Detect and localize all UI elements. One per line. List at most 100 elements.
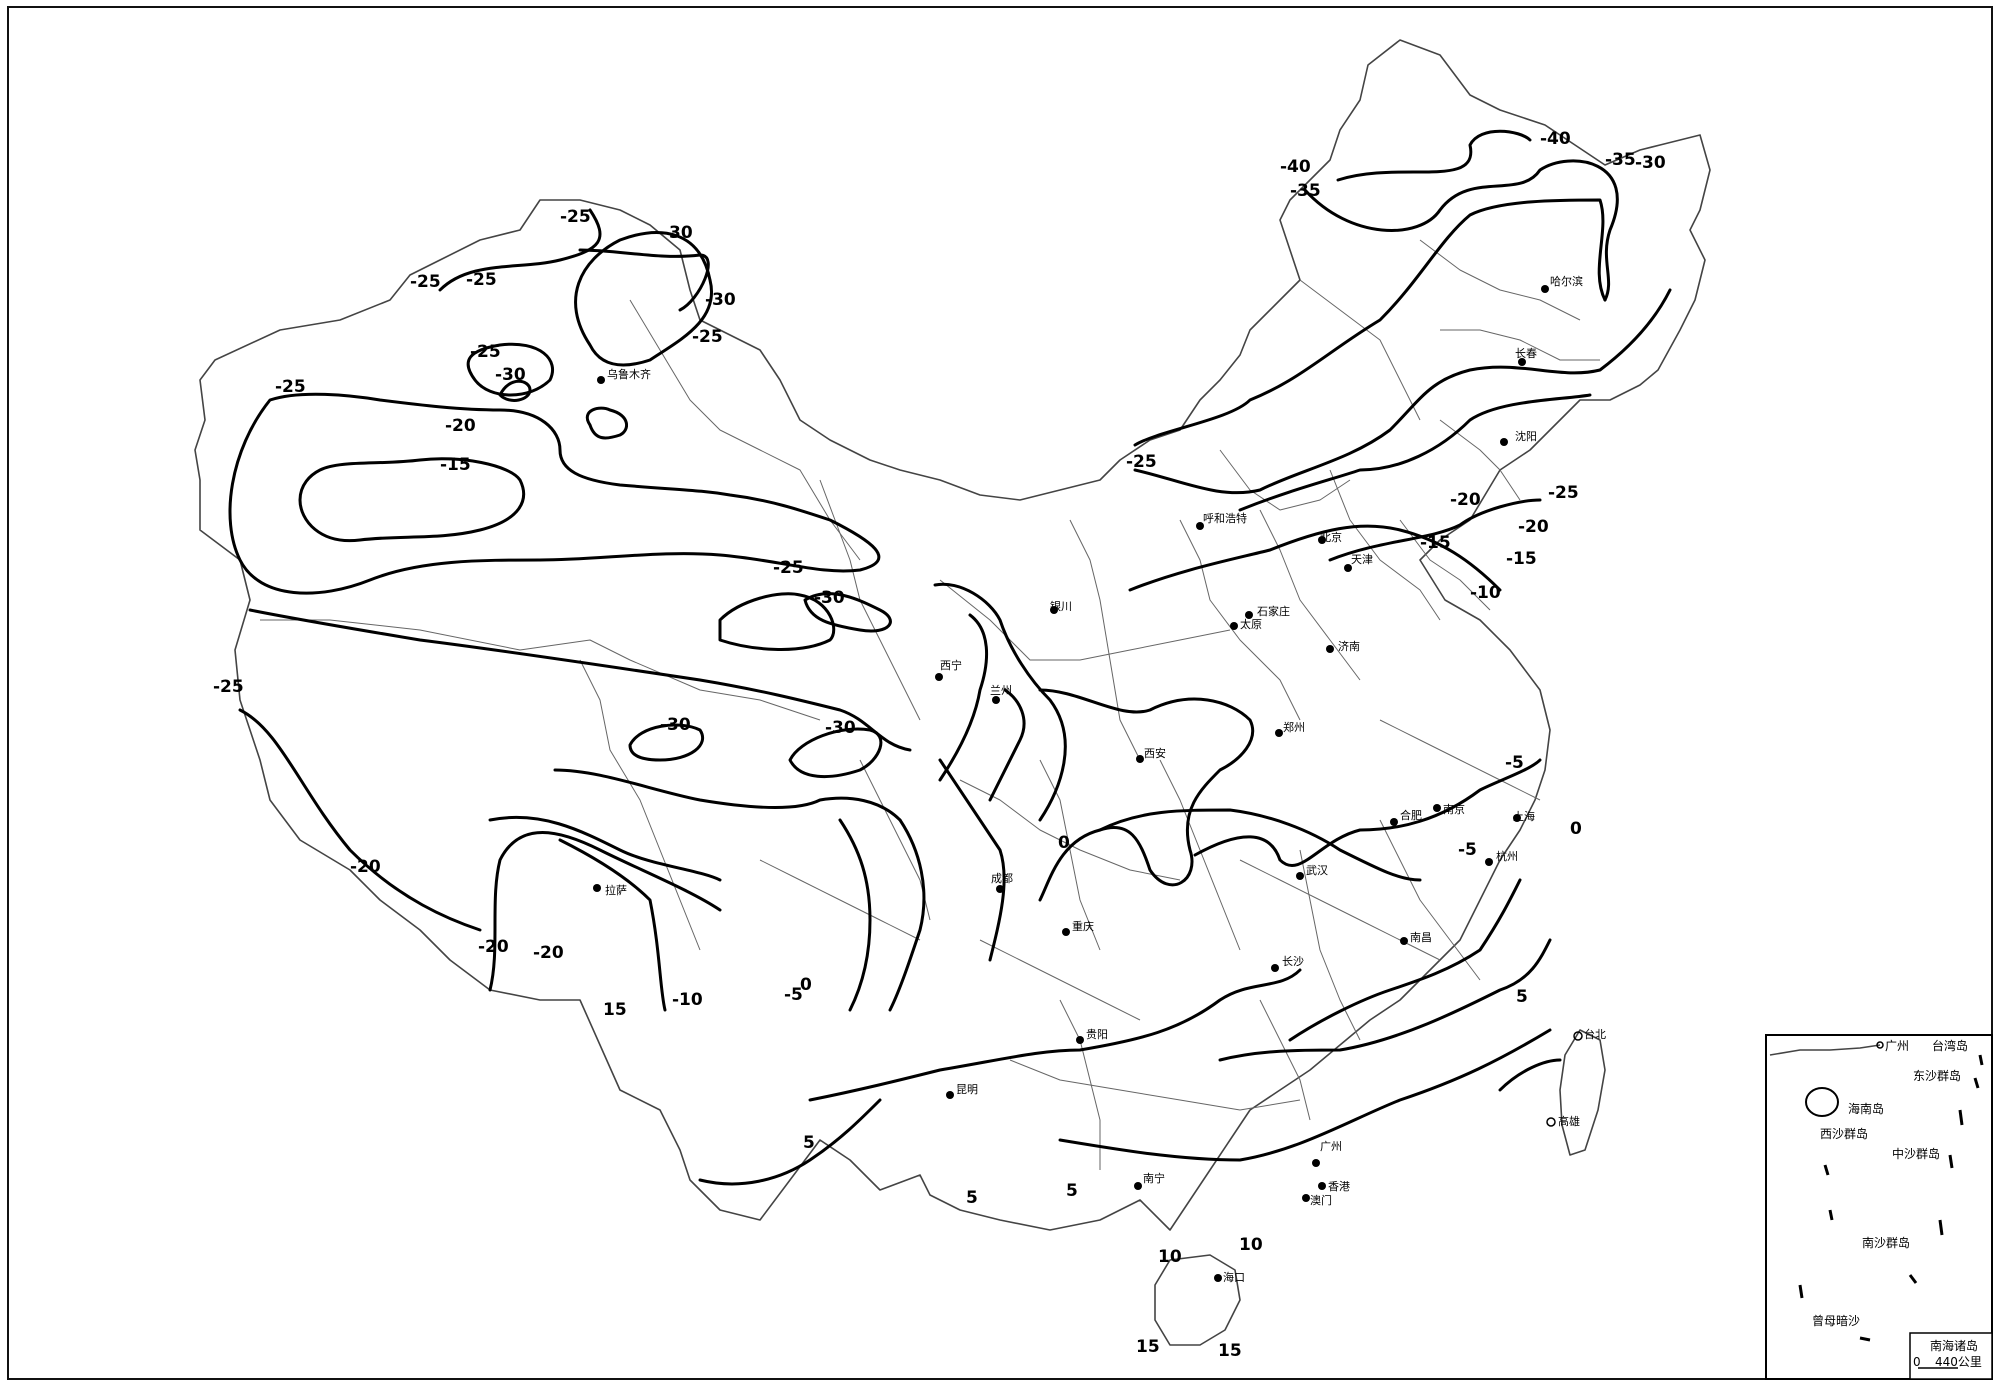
city-shijiazhuang: 石家庄: [1245, 604, 1290, 619]
svg-text:北京: 北京: [1320, 530, 1342, 544]
svg-text:成都: 成都: [991, 872, 1013, 885]
isotherm-label: 0: [800, 975, 812, 995]
city-xian: 西安: [1136, 746, 1166, 763]
svg-text:长沙: 长沙: [1282, 955, 1304, 968]
city-guiyang: 贵阳: [1076, 1028, 1108, 1044]
isotherm-label: -40: [1280, 157, 1311, 177]
isotherm-label: 0: [1570, 819, 1582, 839]
city-yinchuan: 银川: [1050, 599, 1072, 614]
svg-text:重庆: 重庆: [1072, 919, 1094, 933]
city-nanjing: 南京: [1433, 802, 1465, 816]
svg-text:太原: 太原: [1240, 618, 1262, 631]
isotherm-label: -25: [692, 327, 723, 347]
isotherm-label: -15: [1506, 549, 1537, 569]
province-boundaries: [260, 239, 1600, 1170]
isotherm-label: -35: [1290, 181, 1321, 201]
isotherm-label: 15: [1136, 1337, 1160, 1357]
isotherm-label: 0: [1058, 833, 1070, 853]
city-shenyang: 沈阳: [1500, 429, 1537, 446]
svg-text:澳门: 澳门: [1310, 1193, 1332, 1207]
city-zhengzhou: 郑州: [1275, 720, 1305, 737]
city-chongqing: 重庆: [1062, 919, 1094, 936]
isotherm-label: -30: [495, 365, 526, 385]
svg-text:石家庄: 石家庄: [1257, 604, 1290, 618]
isotherm-label: -10: [672, 990, 703, 1010]
inset-hainan-island: [1805, 1087, 1839, 1117]
isotherm-label: 5: [966, 1188, 978, 1208]
isotherm-lines: [228, 129, 1672, 1186]
isotherm-label: -25: [466, 270, 497, 290]
city-hefei: 合肥: [1390, 808, 1422, 826]
svg-text:天津: 天津: [1351, 553, 1373, 566]
svg-text:广州: 广州: [1320, 1140, 1342, 1153]
city-jinan: 济南: [1326, 639, 1360, 653]
city-urumqi: 乌鲁木齐: [597, 367, 651, 384]
svg-text:西宁: 西宁: [940, 658, 962, 672]
svg-text:合肥: 合肥: [1400, 808, 1422, 822]
isotherm-label: -20: [1450, 490, 1481, 510]
svg-text:贵阳: 贵阳: [1086, 1028, 1108, 1041]
svg-text:济南: 济南: [1338, 639, 1360, 653]
isotherm-label: -15: [440, 455, 471, 475]
svg-text:西安: 西安: [1144, 746, 1166, 760]
isotherm-label: 15: [603, 1000, 627, 1020]
svg-text:长春: 长春: [1515, 347, 1537, 360]
city-gaoxiong: 高雄: [1546, 1114, 1580, 1128]
isotherm-label: -25: [213, 677, 244, 697]
isotherm-label: -20: [445, 416, 476, 436]
svg-text:昆明: 昆明: [956, 1083, 978, 1096]
city-lhasa: 拉萨: [593, 883, 627, 897]
city-xining: 西宁: [935, 658, 962, 681]
inset-dash-lines: [1798, 1054, 1984, 1342]
city-nanchang: 南昌: [1400, 931, 1432, 945]
svg-text:高雄: 高雄: [1558, 1114, 1580, 1128]
isotherm-label: -30: [662, 223, 693, 243]
isotherm-label: 10: [1239, 1235, 1263, 1255]
city-haikou: 海口: [1214, 1270, 1245, 1284]
svg-text:上海: 上海: [1513, 809, 1535, 823]
map-frame: [7, 6, 1993, 1380]
taiwan-outline: [1559, 1029, 1606, 1156]
svg-text:武汉: 武汉: [1306, 864, 1328, 877]
city-kunming: 昆明: [946, 1083, 978, 1099]
svg-text:海口: 海口: [1223, 1270, 1245, 1284]
south-china-sea-inset: 广州 台湾岛 东沙群岛 海南岛 西沙群岛 中沙群岛 南沙群岛 曾母暗沙 南海诸岛…: [1765, 1034, 1993, 1380]
scale-end: 440公里: [1935, 1355, 1982, 1369]
svg-text:南昌: 南昌: [1410, 931, 1432, 944]
isotherm-label: -5: [784, 985, 803, 1005]
isotherm-label: -5: [1505, 753, 1524, 773]
isotherm-label: -30: [814, 588, 845, 608]
isotherm-label: -25: [275, 377, 306, 397]
isotherm-label: -20: [478, 937, 509, 957]
isotherm-label: -25: [470, 342, 501, 362]
scale-start: 0: [1913, 1355, 1921, 1369]
isotherm-label: -5: [1458, 840, 1477, 860]
isotherm-label: -10: [1470, 583, 1501, 603]
svg-text:拉萨: 拉萨: [605, 883, 627, 897]
isotherm-label: 15: [1218, 1341, 1242, 1361]
svg-text:乌鲁木齐: 乌鲁木齐: [607, 367, 651, 381]
isotherm-label: -30: [660, 715, 691, 735]
city-changsha: 长沙: [1271, 955, 1304, 972]
inset-dongsha-label: 东沙群岛: [1913, 1068, 1961, 1083]
isotherm-label: 5: [803, 1133, 815, 1153]
inset-zhongsha-label: 中沙群岛: [1892, 1146, 1940, 1161]
city-wuhan: 武汉: [1296, 864, 1328, 880]
svg-text:兰州: 兰州: [990, 684, 1012, 697]
city-tianjin: 天津: [1344, 553, 1373, 572]
national-border: [194, 39, 1711, 1231]
svg-text:郑州: 郑州: [1283, 720, 1305, 734]
isotherm-label: -30: [1635, 153, 1666, 173]
svg-text:南宁: 南宁: [1143, 1171, 1165, 1185]
city-xianggang: 香港: [1318, 1180, 1350, 1193]
isotherm-label: -25: [1126, 452, 1157, 472]
isotherm-label: -25: [1548, 483, 1579, 503]
city-harbin: 哈尔滨: [1541, 274, 1583, 293]
inset-guangzhou-label: 广州: [1885, 1039, 1909, 1053]
city-guangzhou: 广州: [1312, 1140, 1342, 1167]
svg-text:杭州: 杭州: [1496, 849, 1518, 863]
isotherm-label: -20: [533, 943, 564, 963]
isotherm-label: -15: [1420, 533, 1451, 553]
city-taiyuan: 太原: [1230, 618, 1262, 631]
